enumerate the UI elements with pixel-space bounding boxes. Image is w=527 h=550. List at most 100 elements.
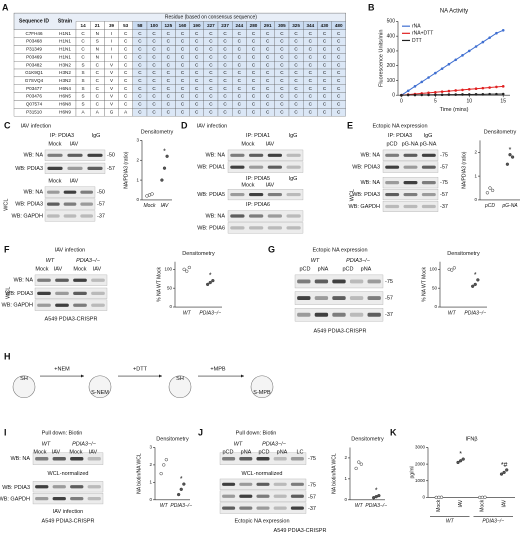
label: -57 bbox=[308, 494, 316, 500]
label: IgG bbox=[289, 133, 298, 139]
blot-band bbox=[239, 506, 253, 510]
label: PDIA3−/− bbox=[72, 441, 97, 447]
label: C bbox=[294, 102, 298, 107]
blot-band bbox=[421, 192, 436, 197]
blot-band bbox=[73, 291, 87, 295]
label: 3 bbox=[149, 445, 152, 450]
label: C bbox=[96, 70, 100, 75]
data-point bbox=[439, 495, 444, 499]
protein-shape bbox=[250, 375, 274, 399]
label: Fluorescence Units/min bbox=[378, 30, 384, 87]
label: Strain bbox=[58, 19, 72, 25]
data-point bbox=[508, 153, 512, 157]
data-point bbox=[182, 267, 186, 271]
label: 125 bbox=[164, 23, 172, 28]
data-point bbox=[179, 487, 183, 491]
label: WB: PDIA3 bbox=[352, 192, 380, 198]
blot-band bbox=[239, 494, 253, 498]
blot-band bbox=[47, 153, 63, 157]
label: H1N1 bbox=[59, 47, 71, 52]
label: WT bbox=[448, 310, 457, 316]
data-point bbox=[165, 154, 169, 158]
data-point bbox=[357, 460, 361, 464]
blot-band bbox=[256, 482, 270, 486]
label: I bbox=[111, 31, 112, 36]
series-line bbox=[401, 93, 504, 96]
label: S bbox=[82, 86, 85, 91]
label: C bbox=[323, 78, 327, 83]
label: IP: PDIA3 bbox=[50, 133, 74, 139]
label: C bbox=[309, 47, 313, 52]
label: H6N4 bbox=[59, 86, 71, 91]
label: WB: GAPDH bbox=[2, 303, 34, 309]
label: -57 bbox=[107, 166, 115, 172]
label: V bbox=[110, 70, 114, 75]
series-point bbox=[467, 87, 471, 91]
label: 0 bbox=[149, 497, 152, 502]
label: 1 bbox=[344, 476, 347, 481]
label: 3000 bbox=[415, 445, 426, 450]
label: C bbox=[252, 78, 256, 83]
label: G7SVQ4 bbox=[25, 78, 44, 83]
label: I bbox=[111, 54, 112, 59]
blot-strip bbox=[382, 200, 439, 212]
label: PDIA3−/− bbox=[262, 441, 287, 447]
series-point bbox=[501, 92, 505, 96]
label: WB: GAPDH bbox=[349, 204, 381, 210]
label: WB: NA bbox=[23, 190, 43, 196]
label: C bbox=[252, 70, 256, 75]
label: +NEM bbox=[54, 366, 70, 372]
label: -37 bbox=[385, 312, 393, 318]
label: C bbox=[309, 39, 313, 44]
label: C bbox=[96, 102, 100, 107]
blot-strip bbox=[382, 161, 439, 173]
blot-band bbox=[332, 312, 346, 317]
label: WT bbox=[234, 441, 243, 447]
label: 2000 bbox=[415, 461, 426, 466]
label: C7FH46 bbox=[25, 31, 43, 36]
data-point bbox=[187, 265, 192, 270]
blot-band bbox=[70, 497, 84, 501]
blot-band bbox=[249, 226, 264, 230]
label: IAV bbox=[54, 266, 63, 272]
label: NA/PDIA3 (ratio) bbox=[461, 151, 467, 189]
blot-band bbox=[52, 497, 66, 501]
blot-band bbox=[273, 456, 287, 461]
label: WCL bbox=[349, 189, 355, 201]
label: IAV infection bbox=[55, 247, 85, 253]
data-point bbox=[177, 492, 181, 497]
data-point bbox=[450, 268, 454, 272]
series-point bbox=[413, 93, 417, 97]
label: 305 bbox=[278, 23, 286, 28]
label: C bbox=[223, 70, 227, 75]
blot-band bbox=[286, 214, 301, 218]
label: C bbox=[309, 62, 313, 67]
label: Mock bbox=[241, 141, 254, 147]
blot-band bbox=[80, 190, 93, 194]
label: pg/ml bbox=[409, 466, 415, 478]
panel-label: A bbox=[2, 3, 9, 13]
label: WB: PDIA3 bbox=[15, 202, 43, 208]
label: C bbox=[124, 94, 128, 99]
label: C bbox=[294, 62, 298, 67]
label: C bbox=[138, 62, 142, 67]
data-point bbox=[458, 459, 463, 463]
blot-strip bbox=[34, 274, 108, 286]
label: C bbox=[195, 78, 199, 83]
series-point bbox=[495, 85, 498, 89]
label: C bbox=[152, 94, 156, 99]
blot-band bbox=[286, 226, 301, 230]
label: -37 bbox=[308, 506, 316, 512]
blot-band bbox=[286, 153, 301, 157]
label: C bbox=[223, 102, 227, 107]
label: -75 bbox=[440, 180, 448, 186]
label: WT bbox=[160, 503, 169, 509]
label: C bbox=[124, 31, 128, 36]
blot-band bbox=[222, 494, 236, 498]
label: C bbox=[209, 78, 213, 83]
label: C bbox=[138, 47, 142, 52]
label: 280 bbox=[250, 23, 258, 28]
label: A549 PDIA3-CRISPR bbox=[45, 316, 98, 322]
label: C bbox=[152, 70, 156, 75]
label: C bbox=[252, 102, 256, 107]
